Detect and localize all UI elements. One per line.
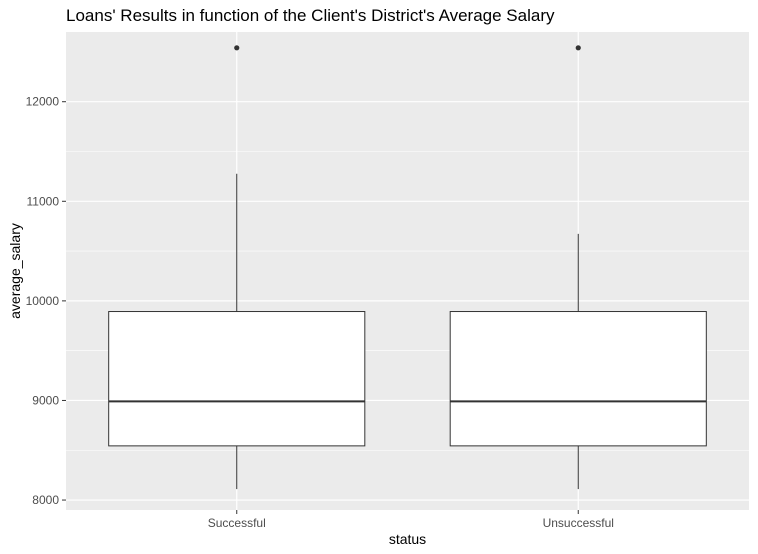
box-successful bbox=[108, 45, 366, 490]
x-axis-title: status bbox=[389, 531, 426, 547]
y-tick-label: 10000 bbox=[26, 294, 60, 308]
y-tick-label: 12000 bbox=[26, 95, 60, 109]
y-tick-label: 8000 bbox=[32, 493, 59, 507]
iqr-box bbox=[108, 311, 366, 447]
y-tick-label: 9000 bbox=[32, 393, 59, 407]
x-tick-label: Unsuccessful bbox=[543, 516, 614, 530]
y-axis-title: average_salary bbox=[7, 223, 23, 319]
box-unsuccessful bbox=[449, 45, 707, 490]
box-series bbox=[108, 45, 707, 490]
y-tick-label: 11000 bbox=[27, 194, 60, 208]
chart-title: Loans' Results in function of the Client… bbox=[66, 6, 555, 25]
iqr-box bbox=[449, 311, 707, 447]
axes: 8000 9000 10000 11000 12000 Successful Unsucce… bbox=[26, 95, 614, 530]
outlier-point bbox=[234, 45, 240, 51]
x-tick-label: Successful bbox=[208, 516, 266, 530]
outlier-point bbox=[575, 45, 581, 51]
